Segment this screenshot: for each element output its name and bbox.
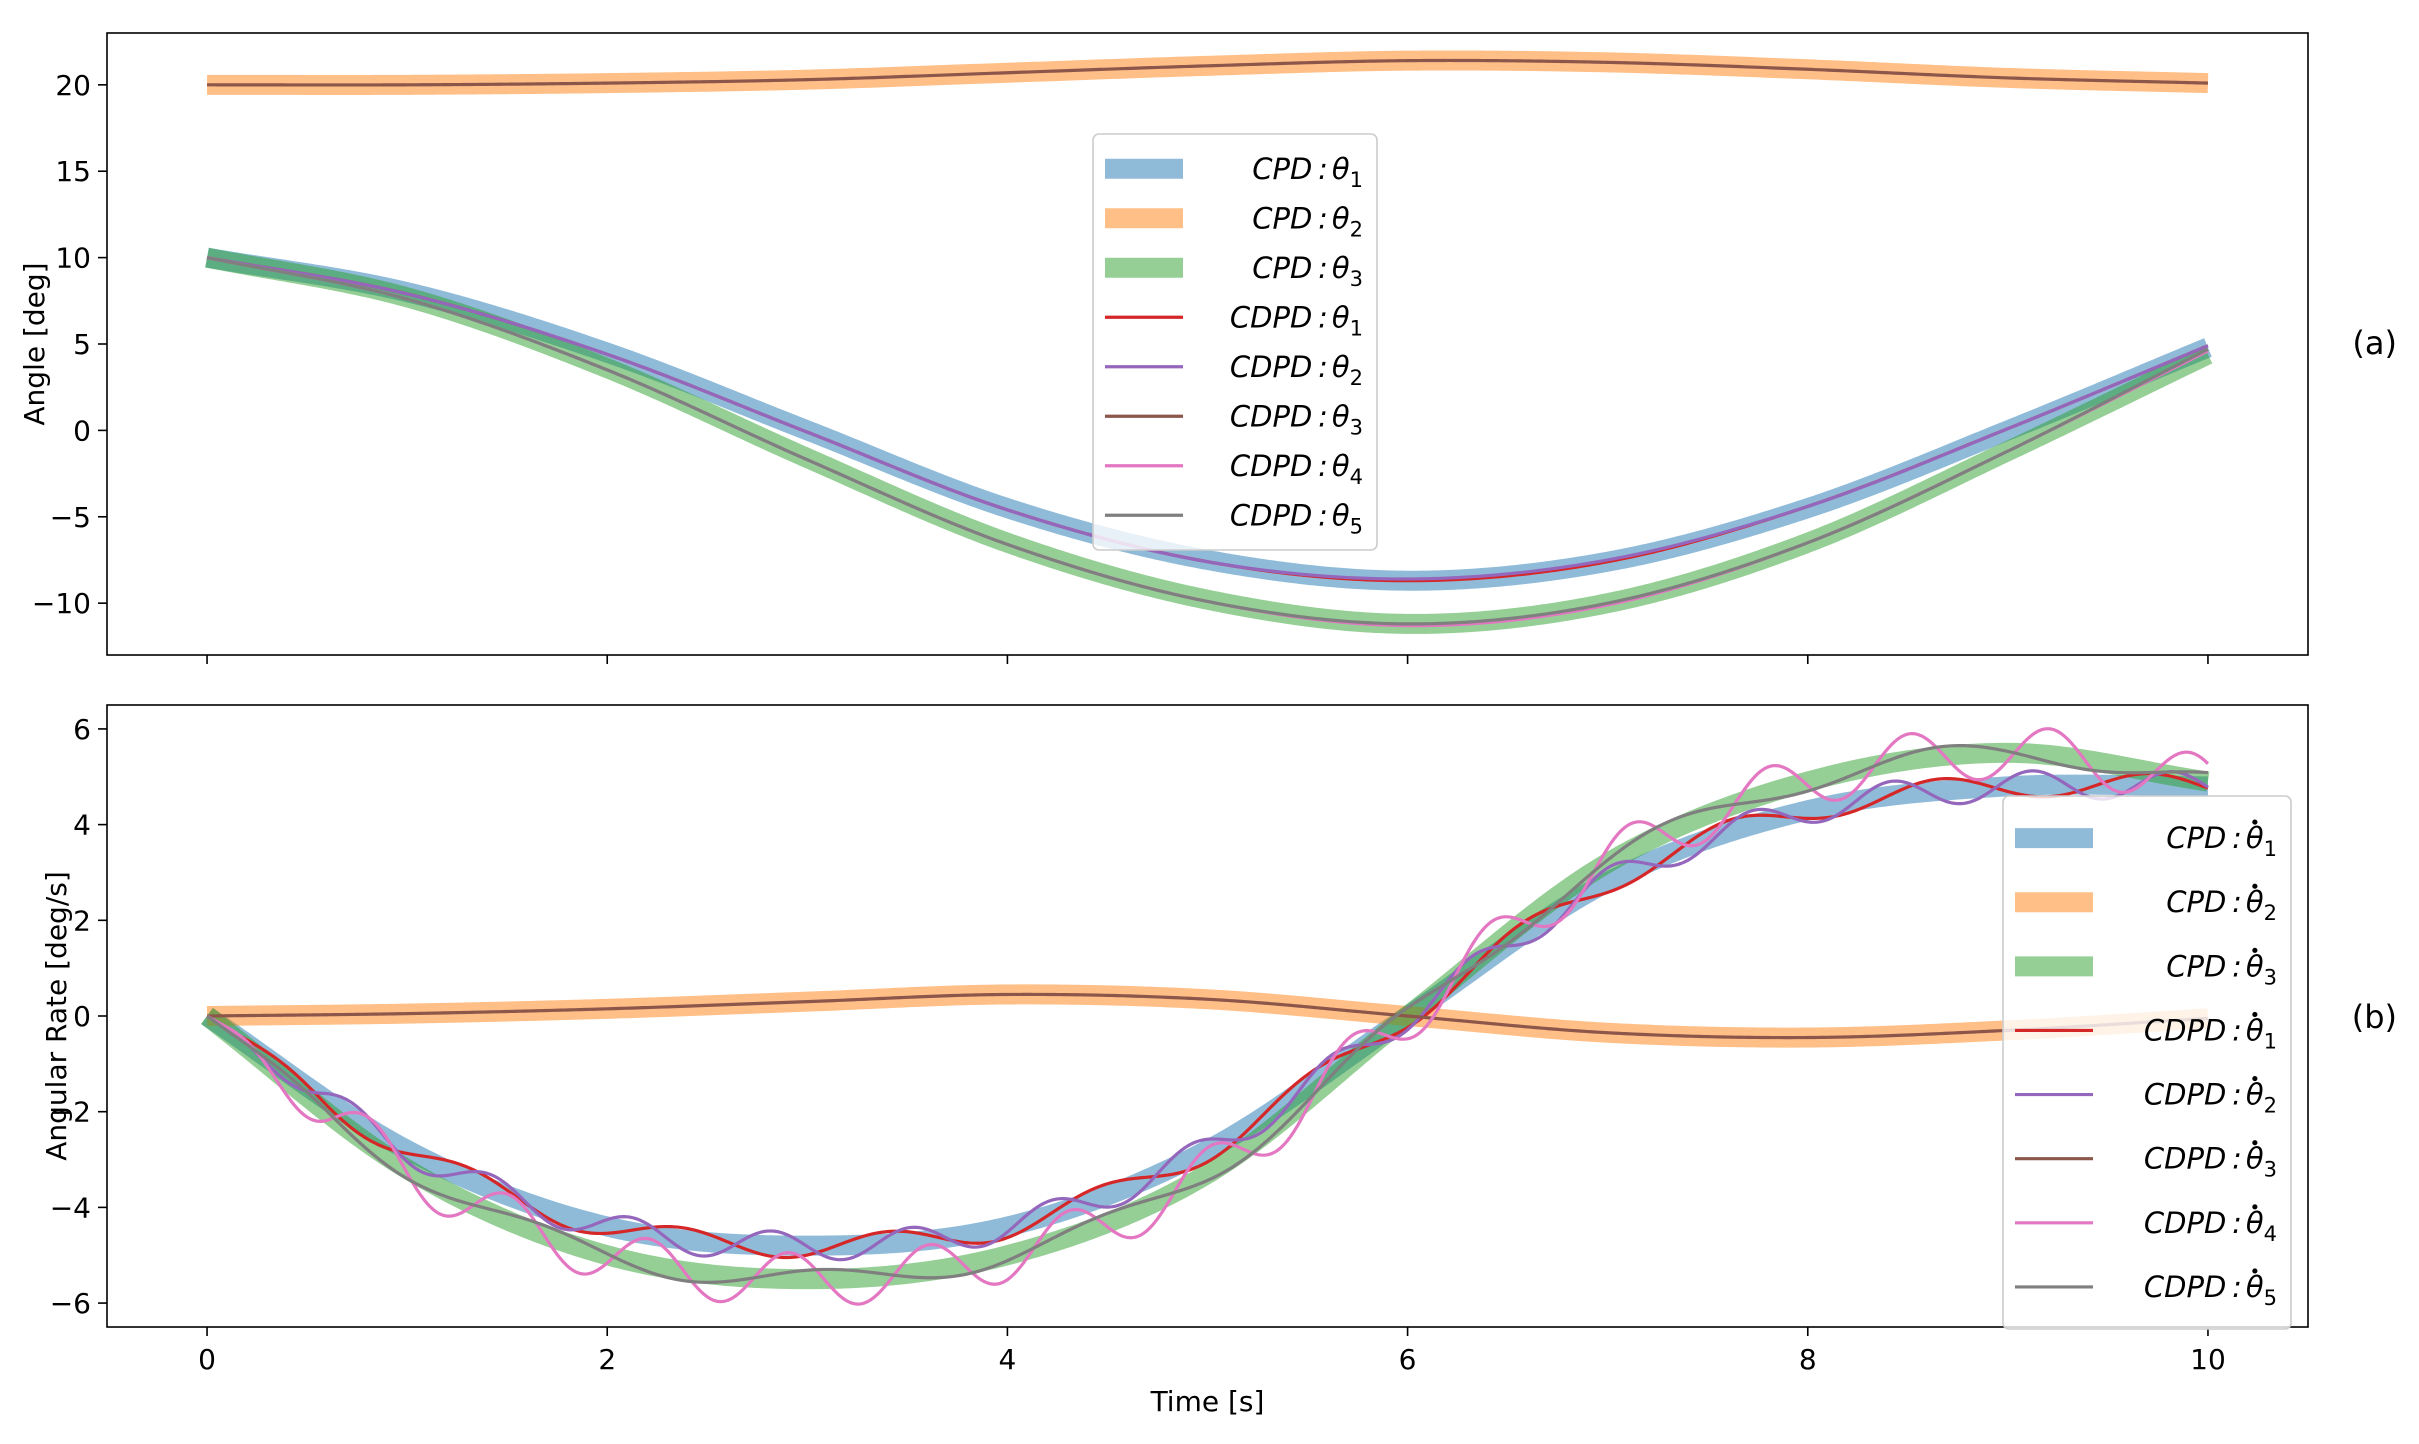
legend-dot-accent xyxy=(2252,883,2258,889)
legend-dot-accent xyxy=(2252,819,2258,825)
x-axis-label: Time [s] xyxy=(1150,1385,1265,1418)
y-tick-label: −4 xyxy=(50,1191,91,1224)
y-tick-label: 0 xyxy=(73,414,91,447)
legend-label-3: CPD : θ3 xyxy=(1252,251,1363,291)
series-line-1 xyxy=(200,247,2215,591)
y-tick-label: 4 xyxy=(73,809,91,842)
legend-dot-accent xyxy=(2252,1204,2258,1210)
y-tick-label: −6 xyxy=(50,1287,91,1320)
y-tick-label: −5 xyxy=(50,501,91,534)
x-tick-label: 6 xyxy=(1399,1343,1417,1376)
legend-label-7: CDPD : θ4 xyxy=(1230,449,1363,489)
plot-area xyxy=(200,50,2215,634)
legend-label-2: CPD : θ2 xyxy=(2166,885,2277,925)
x-tick-label: 2 xyxy=(598,1343,616,1376)
legend-label-8: CDPD : θ5 xyxy=(1230,498,1363,538)
series-line-8 xyxy=(206,256,2209,626)
y-tick-label: 0 xyxy=(73,1000,91,1033)
legend-dot-accent xyxy=(2252,947,2258,953)
series-line-6 xyxy=(207,58,2208,87)
y-axis-label: Angular Rate [deg/s] xyxy=(40,871,73,1161)
plot-area xyxy=(200,727,2215,1306)
panel-b: 0 2 4 6 8 10 −6 −4 −2 0 2 4 6 Angular Rate [deg/s] Tim… xyxy=(40,704,2309,1418)
legend-label-2: CPD : θ2 xyxy=(1252,201,1363,241)
legend-label-4: CDPD : θ1 xyxy=(2144,1013,2277,1053)
series-line-5 xyxy=(206,769,2209,1262)
panel-tag-b: (b) xyxy=(2352,998,2397,1036)
series-line-2 xyxy=(200,984,2215,1048)
legend-label-5: CDPD : θ2 xyxy=(1230,350,1363,390)
legend-label-7: CDPD : θ4 xyxy=(2144,1206,2277,1246)
legend-dot-accent xyxy=(2252,1140,2258,1146)
y-tick-label: 2 xyxy=(73,904,91,937)
y-tick-label: −10 xyxy=(32,587,91,620)
y-tick-label: 10 xyxy=(55,242,91,275)
legend: CPD : θ1 CPD : θ2 CPD : θ3 CDPD : θ1 CDPD : θ2 CDP… xyxy=(2002,795,2292,1330)
legend-box xyxy=(2002,795,2292,1330)
series-line-4 xyxy=(206,772,2209,1260)
y-axis-label: Angle [deg] xyxy=(18,262,51,425)
series-line-6 xyxy=(207,992,2209,1040)
y-tick-label: 6 xyxy=(73,713,91,746)
legend-dot-accent xyxy=(2252,1075,2258,1082)
legend-label-3: CPD : θ3 xyxy=(2166,949,2277,989)
legend: CPD : θ1 CPD : θ2 CPD : θ3 CDPD : θ1 CDPD : θ2 CDP… xyxy=(1092,133,1378,551)
panel-tag-a: (a) xyxy=(2352,324,2397,362)
legend-label-5: CDPD : θ2 xyxy=(2144,1078,2277,1118)
legend-dot-accent xyxy=(2252,1011,2258,1018)
legend-box xyxy=(1092,133,1378,551)
x-tick-label: 4 xyxy=(998,1343,1016,1376)
y-tick-label: 5 xyxy=(73,328,91,361)
legend-label-6: CDPD : θ3 xyxy=(2144,1142,2277,1182)
legend-dot-accent xyxy=(2252,1268,2258,1274)
legend-label-4: CDPD : θ1 xyxy=(1230,300,1363,340)
y-tick-label: 20 xyxy=(55,69,91,102)
y-tick-label: 15 xyxy=(55,155,91,188)
legend-label-1: CPD : θ1 xyxy=(2166,821,2277,861)
series-line-1 xyxy=(200,774,2215,1256)
series-line-5 xyxy=(206,256,2209,581)
series-line-8 xyxy=(206,744,2209,1284)
x-tick-label: 0 xyxy=(198,1343,216,1376)
legend-label-1: CPD : θ1 xyxy=(1252,152,1363,192)
x-tick-label: 8 xyxy=(1799,1343,1817,1376)
y-tick-label: −2 xyxy=(50,1096,91,1129)
x-tick-label: 10 xyxy=(2190,1343,2226,1376)
legend-label-6: CDPD : θ3 xyxy=(1230,399,1363,439)
legend-label-8: CDPD : θ5 xyxy=(2144,1270,2277,1310)
